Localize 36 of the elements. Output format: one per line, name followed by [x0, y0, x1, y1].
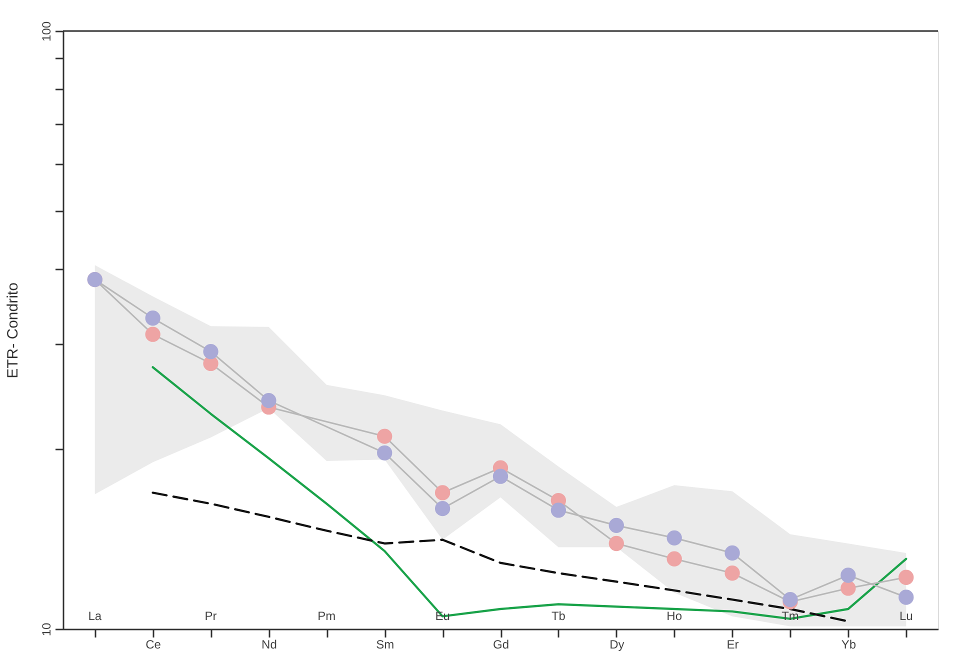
- x-tick-label: Pr: [204, 609, 217, 623]
- point: [724, 545, 740, 561]
- point: [608, 518, 624, 534]
- point: [724, 566, 740, 581]
- x-tick-label: Dy: [610, 638, 624, 652]
- point: [203, 344, 218, 360]
- x-tick-label: Er: [726, 638, 739, 652]
- point: [550, 502, 566, 518]
- point: [666, 551, 682, 566]
- point: [840, 580, 856, 596]
- point: [840, 568, 856, 583]
- point: [666, 530, 682, 546]
- point: [261, 392, 276, 408]
- y-tick-label: 100: [40, 21, 54, 42]
- point: [492, 468, 508, 484]
- point: [377, 445, 392, 460]
- point: [145, 310, 160, 326]
- x-tick-label: Ce: [146, 638, 162, 652]
- x-tick-label: Ho: [666, 609, 682, 623]
- point: [434, 485, 450, 500]
- y-axis-title: ETR- Condrito: [4, 282, 22, 378]
- x-tick-label: Nd: [262, 638, 277, 652]
- y-tick-label: 10: [40, 622, 54, 636]
- x-tick-label: Lu: [899, 609, 913, 623]
- point: [145, 326, 160, 342]
- point: [898, 590, 914, 605]
- x-tick-label: Gd: [492, 638, 510, 652]
- x-tick-label: Sm: [376, 638, 394, 652]
- point: [898, 570, 914, 585]
- x-tick-label: Tb: [551, 609, 566, 623]
- x-tick-label: La: [88, 609, 102, 623]
- point: [434, 500, 450, 516]
- x-tick-label: Pm: [318, 609, 336, 623]
- point: [377, 428, 392, 444]
- x-tick-label: Yb: [841, 638, 856, 652]
- point: [608, 536, 624, 552]
